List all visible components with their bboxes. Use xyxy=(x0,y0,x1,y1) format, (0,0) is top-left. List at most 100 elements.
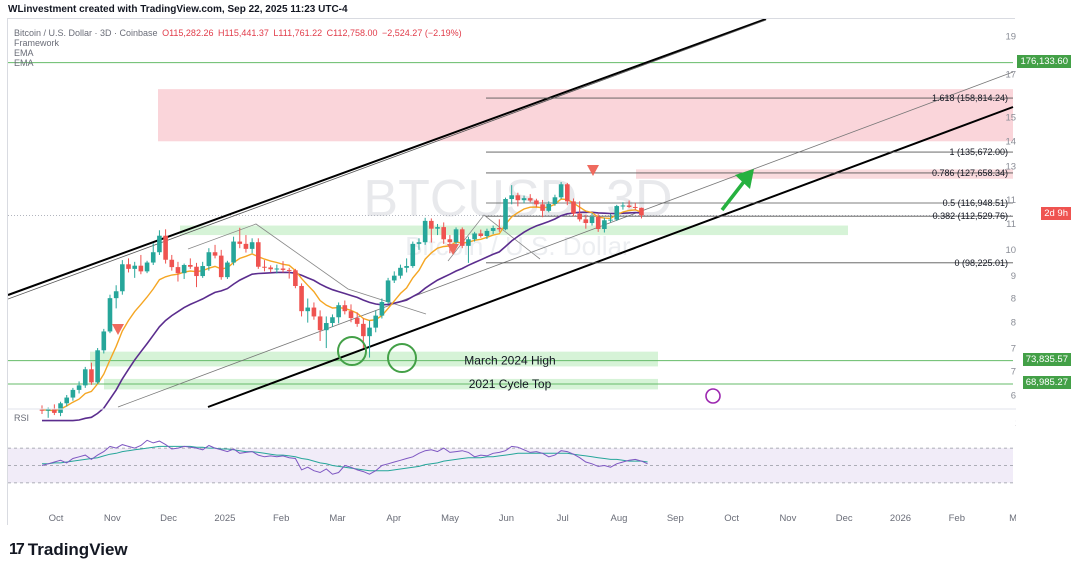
candle-88 xyxy=(583,214,589,229)
candle-body-38 xyxy=(274,268,280,270)
candle-body-64 xyxy=(435,227,440,229)
candle-body-71 xyxy=(478,233,484,237)
candle-21 xyxy=(169,254,175,271)
candle-65 xyxy=(441,222,446,244)
legend-close: C112,758.00 xyxy=(326,28,378,38)
candle-56 xyxy=(385,277,391,305)
candle-body-67 xyxy=(453,229,459,243)
candle-body-15 xyxy=(132,265,137,269)
candle-17 xyxy=(144,260,150,274)
legend-indicator-ema-2[interactable]: EMA xyxy=(14,58,34,68)
candle-body-73 xyxy=(490,228,496,231)
candle-body-11 xyxy=(107,298,113,332)
candle-31 xyxy=(231,236,236,266)
candle-67 xyxy=(453,227,459,245)
candle-23 xyxy=(181,263,187,279)
candle-10 xyxy=(101,328,107,354)
resistance-zone xyxy=(158,89,1013,142)
candle-57 xyxy=(391,271,397,284)
candle-38 xyxy=(274,264,280,274)
candle-body-59 xyxy=(404,266,409,268)
candle-body-30 xyxy=(225,262,230,278)
y-tick-0: 190,000.00 xyxy=(1005,32,1016,43)
candle-32 xyxy=(237,227,243,249)
legend-indicator-framework[interactable]: Framework xyxy=(14,38,60,48)
candle-28 xyxy=(212,244,218,259)
x-tick-7: May xyxy=(441,513,459,524)
candle-59 xyxy=(404,258,409,273)
x-tick-10: Aug xyxy=(611,513,628,524)
candle-29 xyxy=(218,249,224,280)
candle-39 xyxy=(280,261,286,273)
candle-body-23 xyxy=(181,264,187,274)
candle-body-90 xyxy=(595,216,601,229)
candle-27 xyxy=(206,248,212,271)
legend-indicator-ema[interactable]: EMA xyxy=(14,48,34,58)
legend-high: H115,441.37 xyxy=(217,28,269,38)
candle-body-47 xyxy=(330,317,335,324)
candle-body-25 xyxy=(194,266,199,277)
y-tick-8: 94,500.00 xyxy=(1011,271,1016,282)
y-tick-4: 130,000.00 xyxy=(1005,162,1016,173)
x-tick-15: 2026 xyxy=(890,513,911,524)
ema-slow-line xyxy=(42,211,642,422)
candle-body-95 xyxy=(626,205,632,207)
x-tick-6: Apr xyxy=(386,513,401,524)
x-tick-11: Sep xyxy=(667,513,684,524)
candle-body-60 xyxy=(410,243,416,267)
candle-91 xyxy=(602,217,607,233)
candle-body-22 xyxy=(175,267,181,274)
candle-body-28 xyxy=(212,252,218,256)
candle-body-39 xyxy=(280,268,286,270)
candle-87 xyxy=(577,201,582,222)
candle-body-13 xyxy=(120,264,125,292)
y-tick-13: 66,700.00 xyxy=(1011,391,1016,402)
candle-body-54 xyxy=(373,315,379,328)
label-march-2024-high: March 2024 High xyxy=(464,354,555,368)
y-tick-3: 140,000.00 xyxy=(1005,136,1016,147)
candle-19 xyxy=(157,230,162,255)
candle-body-8 xyxy=(89,369,94,383)
legend-open: O115,282.26 xyxy=(162,28,214,38)
candle-4 xyxy=(64,394,70,407)
candle-body-21 xyxy=(169,259,175,268)
x-tick-0: Oct xyxy=(49,513,64,524)
candle-12 xyxy=(113,285,119,309)
tradingview-logo-icon: 17 xyxy=(9,541,25,558)
rsi-line xyxy=(41,439,648,475)
candle-body-82 xyxy=(546,203,552,211)
support-circle-1 xyxy=(337,336,367,366)
candle-43 xyxy=(305,298,311,323)
candle-body-52 xyxy=(361,323,366,337)
candle-body-2 xyxy=(52,409,57,413)
candle-63 xyxy=(429,218,434,243)
candle-97 xyxy=(639,207,644,219)
candle-24 xyxy=(188,258,193,269)
candle-body-1 xyxy=(45,409,51,411)
candle-13 xyxy=(120,260,125,295)
candle-70 xyxy=(472,231,477,242)
candle-body-58 xyxy=(398,267,403,276)
candle-42 xyxy=(299,283,304,317)
candle-79 xyxy=(527,194,533,203)
candle-8 xyxy=(89,362,94,385)
candle-48 xyxy=(336,302,341,324)
candle-25 xyxy=(194,262,199,288)
candle-body-41 xyxy=(293,270,298,286)
candle-83 xyxy=(552,194,558,206)
candle-51 xyxy=(354,312,360,327)
candle-body-29 xyxy=(218,255,224,278)
x-tick-17: M xyxy=(1009,513,1016,524)
candle-92 xyxy=(608,213,613,223)
x-tick-13: Nov xyxy=(779,513,796,524)
candle-body-57 xyxy=(391,275,397,281)
candle-body-89 xyxy=(589,216,595,224)
channel-upper-line xyxy=(8,19,767,296)
tradingview-wordmark: TradingView xyxy=(27,540,128,559)
candle-body-46 xyxy=(323,323,329,331)
chart-frame[interactable]: BTCUSD, 3D Bitcoin / U.S. Dollar 1.618 (1… xyxy=(7,18,1016,526)
candle-54 xyxy=(373,310,379,333)
candle-body-75 xyxy=(503,199,508,230)
candle-44 xyxy=(311,302,317,320)
